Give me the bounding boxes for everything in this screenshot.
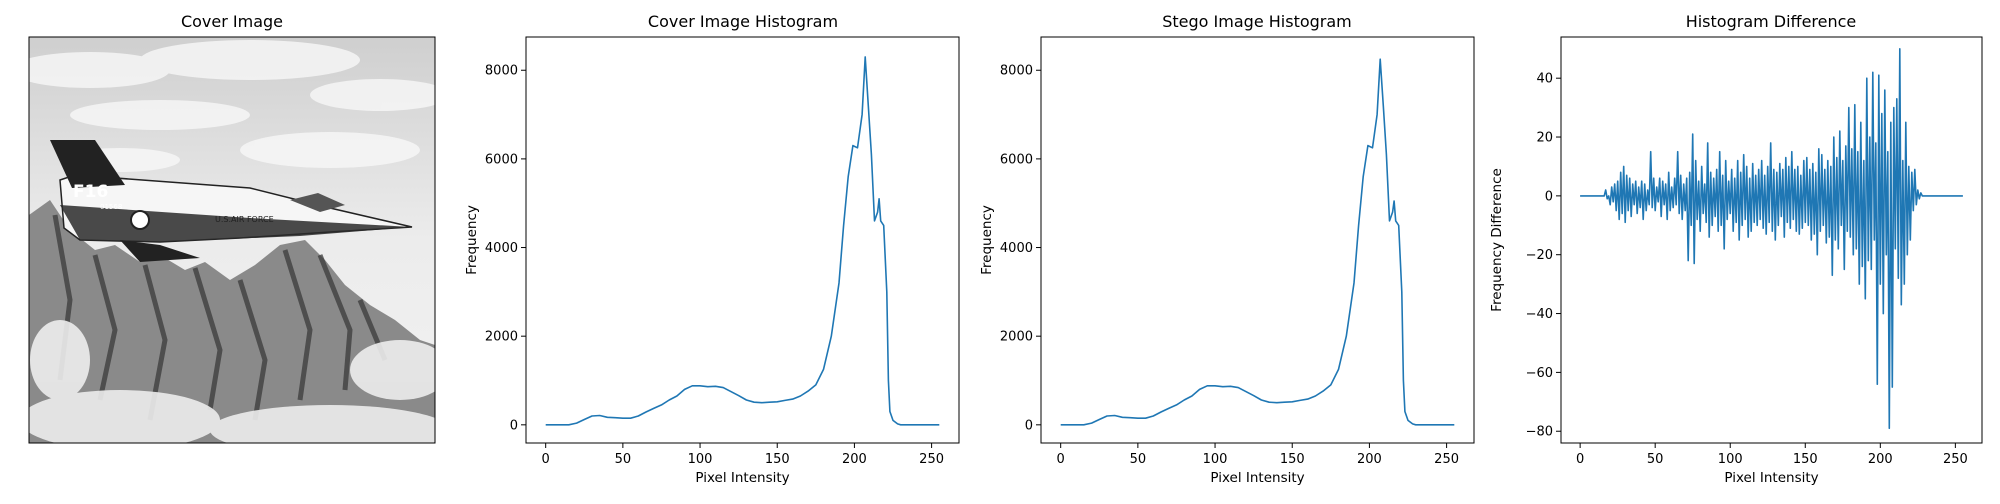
snow-patches: [29, 320, 435, 443]
x-tick-label: 0: [542, 452, 550, 467]
y-tick-label: −60: [1526, 366, 1553, 381]
difference-panel: Histogram Difference 0 50 100 150 200 250 −80−…: [1480, 0, 2000, 500]
y-tick-label: 0: [1025, 418, 1033, 433]
data-line: [1580, 48, 1963, 430]
y-tick-label: 0: [1545, 189, 1553, 204]
y-tick-label: 2000: [1000, 330, 1033, 345]
tail-number: 01568: [100, 203, 122, 211]
x-tick-label: 0: [1057, 452, 1065, 467]
fuselage-text: U.S.AIR FORCE: [215, 215, 274, 224]
x-tick-label: 150: [1280, 452, 1305, 467]
axes-frame: [525, 36, 960, 444]
y-tick-label: 20: [1536, 131, 1553, 146]
y-tick-label: 8000: [485, 64, 518, 79]
y-tick-label: 2000: [485, 330, 518, 345]
x-axis-label: Pixel Intensity: [695, 470, 789, 486]
y-axis-label: Frequency: [979, 205, 995, 275]
tick-group: 0 50 100 150 200 250 0 2000 4000 6000 8000: [485, 64, 944, 467]
y-tick-label: −80: [1526, 425, 1553, 440]
y-tick-label: 6000: [1000, 152, 1033, 167]
y-tick-label: 6000: [485, 152, 518, 167]
tick-group: 0 50 100 150 200 250 −80 −60 −40 −20 0 20 40: [1526, 72, 1968, 467]
x-tick-label: 50: [1130, 452, 1147, 467]
x-tick-label: 100: [1718, 452, 1743, 467]
x-tick-label: 200: [1357, 452, 1382, 467]
chart-title: Stego Image Histogram: [1162, 12, 1352, 31]
tail-marking: F16: [73, 182, 108, 202]
y-axis-label: Frequency Difference: [1489, 168, 1505, 312]
roundel: [130, 210, 150, 230]
x-tick-label: 250: [1434, 452, 1459, 467]
cover-histogram-panel: Cover Image Histogram 0 50 100 150 200 250 0 20…: [450, 0, 970, 500]
x-tick-label: 250: [919, 452, 944, 467]
x-tick-label: 200: [1868, 452, 1893, 467]
cover-image-svg: Cover Image: [28, 12, 436, 444]
x-tick-label: 100: [1203, 452, 1228, 467]
cover-histogram-chart: Cover Image Histogram 0 50 100 150 200 250 0 20…: [464, 12, 960, 486]
cover-image: F16 01568 U.S.AIR FORCE: [28, 36, 436, 444]
stego-histogram-chart: Stego Image Histogram 0 50 100 150 200 250 0 20…: [979, 12, 1475, 486]
x-tick-label: 150: [765, 452, 790, 467]
x-tick-label: 0: [1576, 452, 1584, 467]
y-tick-label: 40: [1536, 72, 1553, 87]
x-tick-label: 100: [688, 452, 713, 467]
cover-image-panel: Cover Image: [0, 0, 440, 500]
y-axis-label: Frequency: [464, 205, 480, 275]
y-tick-label: −20: [1526, 248, 1553, 263]
chart-title: Cover Image Histogram: [648, 12, 838, 31]
y-tick-label: 4000: [1000, 241, 1033, 256]
difference-chart: Histogram Difference 0 50 100 150 200 250−80−…: [1489, 12, 1983, 486]
x-tick-label: 200: [842, 452, 867, 467]
x-tick-label: 50: [615, 452, 632, 467]
y-tick-label: 4000: [485, 241, 518, 256]
mountain-ridges: [52, 214, 388, 421]
jet-tail: [50, 140, 125, 188]
jet-canopy: [290, 193, 345, 212]
image-frame: [28, 36, 436, 444]
tick-group: 0 50 100 150 200 250 0 2000 4000 6000 8000: [1000, 64, 1459, 467]
data-line: [1060, 58, 1455, 426]
x-tick-label: 250: [1943, 452, 1968, 467]
x-tick-label: 150: [1793, 452, 1818, 467]
x-axis-label: Pixel Intensity: [1724, 470, 1818, 486]
mountain-range: [29, 200, 435, 443]
chart-title: Histogram Difference: [1686, 12, 1857, 31]
y-tick-label: 8000: [1000, 64, 1033, 79]
y-tick-label: 0: [510, 418, 518, 433]
axes-frame: [1560, 36, 1983, 444]
stego-histogram-panel: Stego Image Histogram 0 50 100 150 200 250 0 20…: [965, 0, 1485, 500]
y-tick-label: −40: [1526, 307, 1553, 322]
panel-title: Cover Image: [181, 12, 283, 31]
data-line: [545, 56, 940, 426]
axes-frame: [1040, 36, 1475, 444]
fighter-jet: F16 01568 U.S.AIR FORCE: [50, 140, 413, 262]
x-tick-label: 50: [1647, 452, 1664, 467]
x-axis-label: Pixel Intensity: [1210, 470, 1304, 486]
